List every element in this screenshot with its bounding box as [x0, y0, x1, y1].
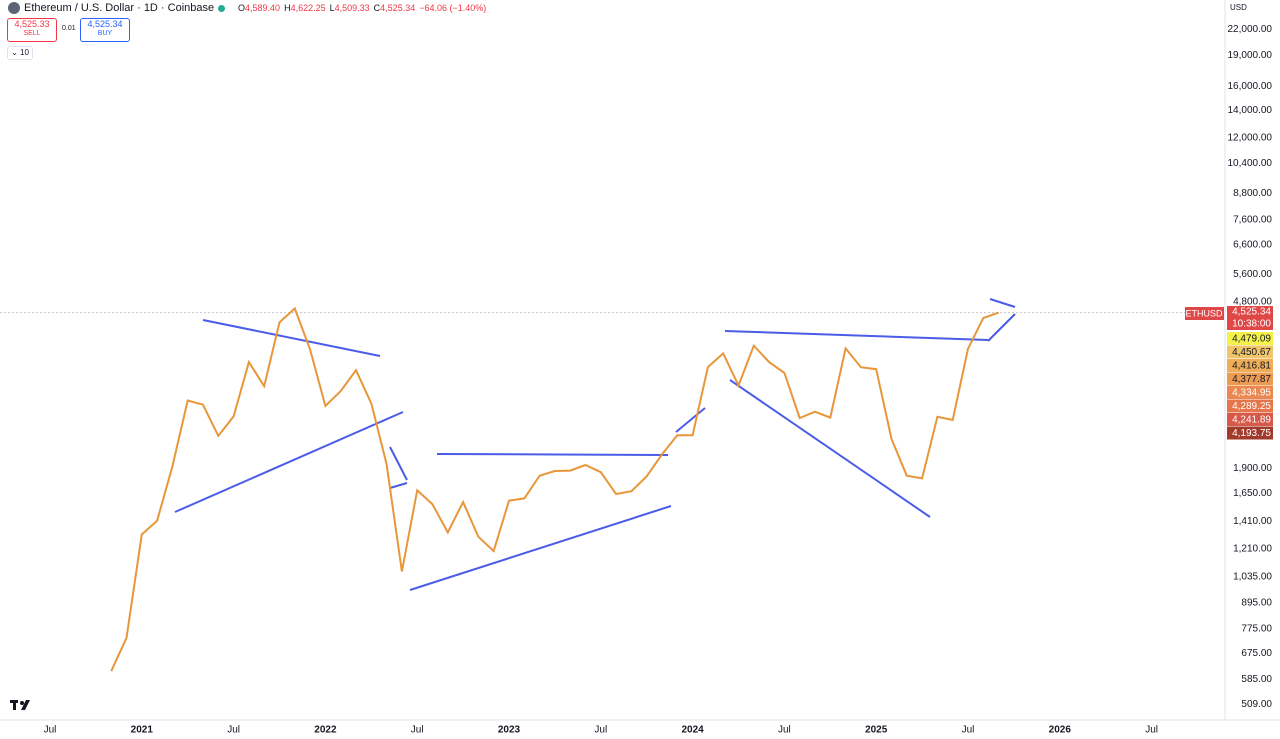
x-tick-label: Jul	[778, 725, 791, 736]
last-price-badge	[1227, 306, 1273, 330]
y-tick-label: 1,410.00	[1233, 516, 1272, 527]
sell-label: SELL	[23, 30, 41, 37]
last-price-label: 4,525.34	[1232, 307, 1271, 318]
ohlc-key: H	[284, 3, 291, 13]
y-tick-label: 16,000.00	[1228, 81, 1273, 92]
indicators-toggle[interactable]: ⌄ 10	[7, 46, 33, 60]
symbol: Ethereum / U.S. Dollar · 1D · Coinbase	[24, 2, 215, 14]
ticker-tag: ETHUSD	[1185, 308, 1223, 318]
x-tick-label: 2026	[1049, 725, 1072, 736]
y-tick-label: 1,210.00	[1233, 544, 1272, 555]
ohlc-value: 4,509.33	[334, 3, 370, 13]
trend-line	[989, 298, 1016, 308]
countdown: 10:38:00	[1232, 319, 1271, 330]
ohlc-key: L	[329, 3, 335, 13]
y-tick-label: 585.00	[1241, 674, 1272, 685]
x-tick-label: Jul	[44, 725, 57, 736]
ribbon-badge	[1227, 332, 1273, 345]
y-tick-label: 6,600.00	[1233, 240, 1272, 251]
ribbon-label: 4,377.87	[1232, 374, 1271, 385]
y-tick-label: 1,650.00	[1233, 488, 1272, 499]
ohlc-value: 4,589.40	[245, 3, 281, 13]
price-line	[110, 306, 999, 672]
trend-line	[202, 319, 381, 357]
x-tick-label: 2023	[498, 725, 521, 736]
trend-line	[409, 505, 672, 591]
y-tick-label: 5,600.00	[1233, 269, 1272, 280]
trend-line	[675, 407, 706, 433]
sell-button[interactable]: 4,525.33 SELL	[7, 18, 57, 42]
trend-line	[724, 330, 989, 341]
sell-price: 4,525.33	[14, 19, 50, 29]
y-tick-label: 775.00	[1241, 623, 1272, 634]
market-status	[218, 5, 225, 12]
y-tick-label: 14,000.00	[1228, 105, 1273, 116]
x-tick-label: Jul	[1145, 725, 1158, 736]
ribbon-label: 4,450.67	[1232, 347, 1271, 358]
trend-line	[436, 453, 669, 456]
y-tick-label: 12,000.00	[1228, 133, 1273, 144]
x-tick-label: Jul	[227, 725, 240, 736]
y-tick-label: 1,035.00	[1233, 572, 1272, 583]
x-tick-label: 2022	[314, 725, 337, 736]
ribbon-label: 4,241.89	[1232, 415, 1271, 426]
y-tick-label: 8,800.00	[1233, 188, 1272, 199]
y-tick-label: 10,400.00	[1228, 158, 1273, 169]
y-tick-label: 675.00	[1241, 648, 1272, 659]
y-tick-label: 7,600.00	[1233, 214, 1272, 225]
buy-button[interactable]: 4,525.34 BUY	[80, 18, 130, 42]
ribbon-badge	[1227, 359, 1273, 372]
ribbon-badge	[1227, 413, 1273, 426]
ribbon-badge	[1227, 386, 1273, 399]
y-tick-label: 1,900.00	[1233, 463, 1272, 474]
x-tick-label: 2025	[865, 725, 888, 736]
ribbon-badge	[1227, 372, 1273, 386]
ohlc-key: O	[238, 3, 246, 13]
trend-line	[729, 379, 931, 518]
buy-price: 4,525.34	[87, 19, 123, 29]
x-tick-label: Jul	[962, 725, 975, 736]
x-tick-label: 2024	[681, 725, 704, 736]
spread: 0.01	[62, 25, 76, 32]
symbol-icon	[8, 2, 20, 14]
x-tick-label: Jul	[411, 725, 424, 736]
ohlc-key: C	[373, 3, 381, 13]
ticker-tag-bg	[1185, 307, 1224, 320]
trend-lines	[174, 298, 1016, 591]
ohlc-value: 4,525.34	[380, 3, 416, 13]
trend-line	[174, 411, 404, 513]
change: −64.06 (−1.40%)	[419, 3, 487, 13]
y-tick-label: 4,800.00	[1233, 297, 1272, 308]
ohlc: O4,589.40 H4,622.25 L4,509.33 C4,525.34 −64.…	[238, 3, 486, 13]
ribbon-badge	[1227, 399, 1273, 413]
y-tick-label: 509.00	[1241, 699, 1272, 710]
x-tick-label: Jul	[594, 725, 607, 736]
indicators-count: 10	[20, 48, 29, 57]
ribbon-label: 4,479.09	[1232, 334, 1271, 345]
ribbon-badge	[1227, 345, 1273, 359]
y-tick-label: 22,000.00	[1228, 24, 1273, 35]
x-tick-label: 2021	[131, 725, 154, 736]
logo	[10, 700, 30, 710]
y-tick-label: 895.00	[1241, 598, 1272, 609]
trend-line	[389, 446, 408, 481]
trend-line	[389, 482, 408, 489]
currency-label: USD	[1230, 3, 1247, 12]
trend-line	[987, 313, 1016, 342]
buy-label: BUY	[97, 30, 113, 37]
y-tick-label: 19,000.00	[1228, 50, 1273, 61]
ribbon-label: 4,416.81	[1232, 361, 1271, 372]
ohlc-value: 4,622.25	[290, 3, 326, 13]
ribbon-label: 4,193.75	[1232, 428, 1271, 439]
ribbon-badge	[1227, 426, 1273, 440]
ribbon-label: 4,334.95	[1232, 388, 1271, 399]
ribbon-label: 4,289.25	[1232, 401, 1271, 412]
